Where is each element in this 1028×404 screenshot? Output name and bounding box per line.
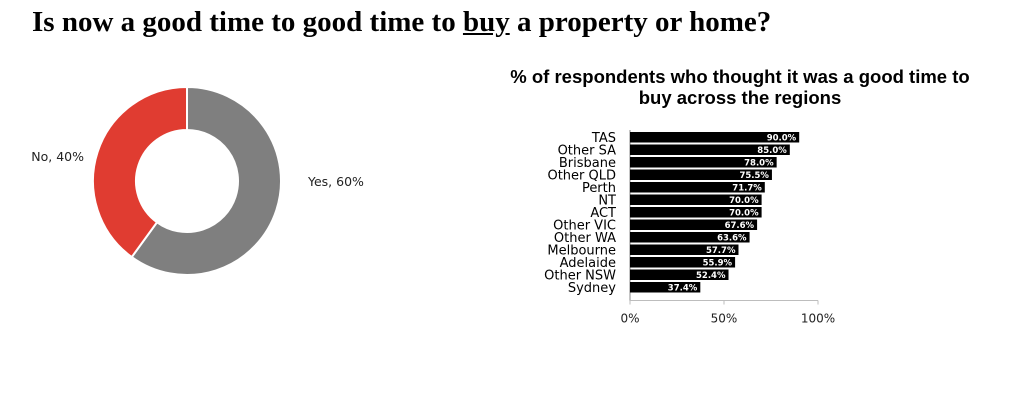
bar-other-wa [630, 232, 750, 243]
value-label-other-sa: 85.0% [757, 146, 787, 156]
category-label-brisbane: Brisbane [559, 156, 616, 171]
title-part-1: Is now a good time to good time to [32, 6, 463, 38]
x-tick-label-0: 0% [620, 312, 639, 326]
value-label-other-nsw: 52.4% [696, 271, 726, 281]
donut-label-yes: Yes, 60% [307, 174, 364, 189]
bar-other-qld [630, 169, 772, 180]
category-label-other-vic: Other VIC [553, 218, 616, 233]
title-underlined-word: buy [462, 6, 510, 38]
bar-brisbane [630, 157, 777, 168]
bar-chart: TAS 90.0% Other SA 85.0% Brisbane 78.0% Other … [544, 130, 835, 326]
category-label-other-sa: Other SA [558, 143, 617, 158]
bar-melbourne [630, 244, 739, 255]
value-label-sydney: 37.4% [668, 283, 698, 293]
category-label-act: ACT [590, 206, 616, 221]
category-label-other-qld: Other QLD [547, 168, 616, 183]
title-part-2: a property or home? [509, 6, 772, 38]
donut-label-no: No, 40% [31, 149, 84, 164]
bar-act [630, 207, 762, 218]
category-label-nt: NT [598, 193, 616, 208]
bar-adelaide [630, 257, 736, 268]
value-label-adelaide: 55.9% [703, 258, 733, 268]
donut-slice-yes [130, 85, 282, 276]
category-label-adelaide: Adelaide [560, 256, 616, 271]
bar-tas [630, 132, 800, 143]
category-label-tas: TAS [591, 131, 616, 146]
x-tick-label-50: 50% [711, 312, 738, 326]
value-label-perth: 71.7% [732, 183, 762, 193]
value-label-other-wa: 63.6% [717, 233, 747, 243]
category-label-other-nsw: Other NSW [544, 268, 616, 283]
bar-other-sa [630, 144, 790, 155]
donut-chart: Yes, 60% No, 40% [31, 85, 364, 276]
category-label-melbourne: Melbourne [547, 243, 616, 258]
bar-perth [630, 182, 765, 193]
value-label-brisbane: 78.0% [744, 158, 774, 168]
bar-sydney [630, 282, 701, 293]
value-label-melbourne: 57.7% [706, 246, 736, 256]
category-label-other-wa: Other WA [554, 231, 616, 246]
x-tick-label-100: 100% [801, 312, 835, 326]
bar-other-vic [630, 219, 758, 230]
page-title: Is now a good time to good time to buy a… [32, 6, 771, 39]
bar-other-nsw [630, 269, 729, 280]
value-label-nt: 70.0% [729, 196, 759, 206]
value-label-other-vic: 67.6% [725, 221, 755, 231]
category-label-sydney: Sydney [568, 281, 616, 296]
value-label-act: 70.0% [729, 208, 759, 218]
value-label-other-qld: 75.5% [739, 171, 769, 181]
bar-chart-title: % of respondents who thought it was a go… [510, 66, 970, 108]
value-label-tas: 90.0% [767, 133, 797, 143]
bar-nt [630, 194, 762, 205]
donut-slice-no [92, 85, 188, 259]
category-label-perth: Perth [582, 181, 616, 196]
